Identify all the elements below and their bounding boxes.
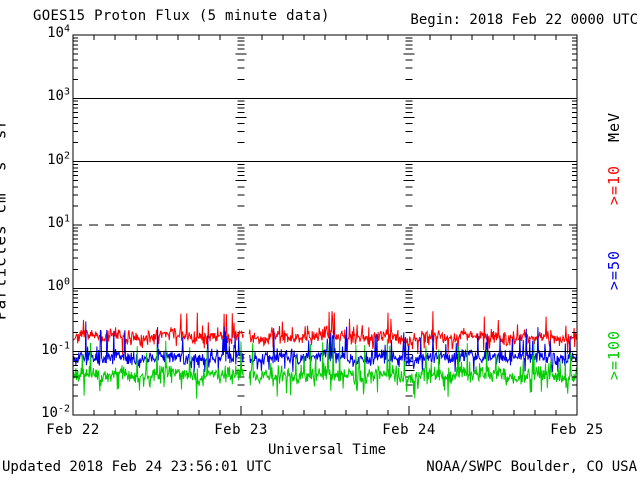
series-100mev: [248, 338, 577, 399]
y-tick-label-1e-2: 10-2: [41, 403, 70, 421]
begin-timestamp: Begin: 2018 Feb 22 0000 UTC: [410, 12, 638, 28]
y-tick-label-1e1: 101: [47, 213, 70, 231]
x-tick-label-feb-25: Feb 25: [550, 422, 604, 438]
credit-text: NOAA/SWPC Boulder, CO USA: [426, 459, 637, 475]
series-10mev: [248, 311, 577, 355]
y-tick-label-1e2: 102: [47, 150, 70, 168]
legend-entry-ge10: >=10: [605, 164, 623, 206]
x-tick-label-feb-24: Feb 24: [382, 422, 436, 438]
series-100mev: [72, 340, 244, 399]
chart-title: GOES15 Proton Flux (5 minute data): [33, 8, 330, 24]
x-axis-label: Universal Time: [267, 442, 387, 458]
y-tick-label-1e3: 103: [47, 86, 70, 105]
series-50mev: [249, 326, 577, 372]
series-50mev: [72, 321, 244, 372]
legend-unit-mev: MeV: [605, 111, 623, 143]
x-tick-label-feb-22: Feb 22: [46, 422, 100, 438]
y-tick-label-1e4: 104: [47, 23, 70, 41]
x-tick-label-feb-23: Feb 23: [214, 422, 268, 438]
y-tick-label-1e0: 100: [47, 276, 70, 295]
y-tick-label-1e-1: 10-1: [41, 340, 70, 358]
updated-timestamp: Updated 2018 Feb 24 23:56:01 UTC: [2, 459, 272, 475]
y-axis-label: Particles cm⁻²s⁻¹sr⁻¹: [0, 96, 10, 320]
legend-entry-ge50: >=50: [605, 249, 623, 291]
legend-entry-ge100: >=100: [605, 329, 623, 381]
